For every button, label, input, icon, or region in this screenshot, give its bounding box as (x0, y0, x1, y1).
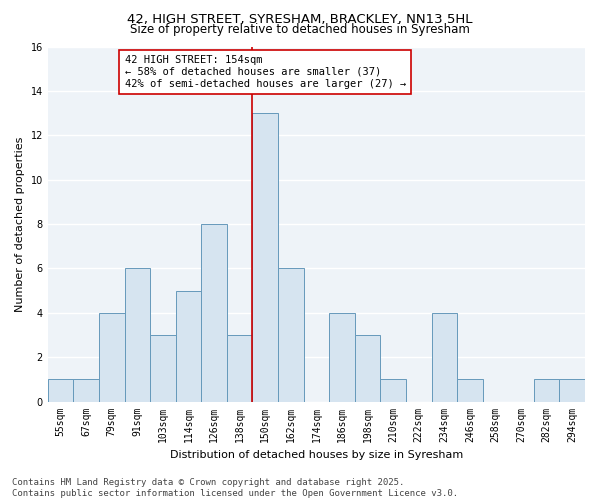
Bar (329, 313, 355, 402)
Y-axis label: Number of detached properties: Number of detached properties (15, 136, 25, 312)
Text: 42, HIGH STREET, SYRESHAM, BRACKLEY, NN13 5HL: 42, HIGH STREET, SYRESHAM, BRACKLEY, NN1… (127, 12, 473, 26)
Bar (253, 113, 278, 402)
Bar (431, 313, 457, 402)
Bar (48, 380, 73, 402)
Bar (457, 380, 482, 402)
Bar (201, 224, 227, 402)
Bar (150, 335, 176, 402)
Bar (278, 268, 304, 402)
Bar (559, 380, 585, 402)
X-axis label: Distribution of detached houses by size in Syresham: Distribution of detached houses by size … (170, 450, 463, 460)
Text: Contains HM Land Registry data © Crown copyright and database right 2025.
Contai: Contains HM Land Registry data © Crown c… (12, 478, 458, 498)
Bar (176, 290, 201, 402)
Bar (355, 335, 380, 402)
Bar (227, 335, 253, 402)
Text: Size of property relative to detached houses in Syresham: Size of property relative to detached ho… (130, 22, 470, 36)
Bar (99, 313, 125, 402)
Bar (380, 380, 406, 402)
Bar (534, 380, 559, 402)
Text: 42 HIGH STREET: 154sqm
← 58% of detached houses are smaller (37)
42% of semi-det: 42 HIGH STREET: 154sqm ← 58% of detached… (125, 56, 406, 88)
Bar (125, 268, 150, 402)
Bar (73, 380, 99, 402)
